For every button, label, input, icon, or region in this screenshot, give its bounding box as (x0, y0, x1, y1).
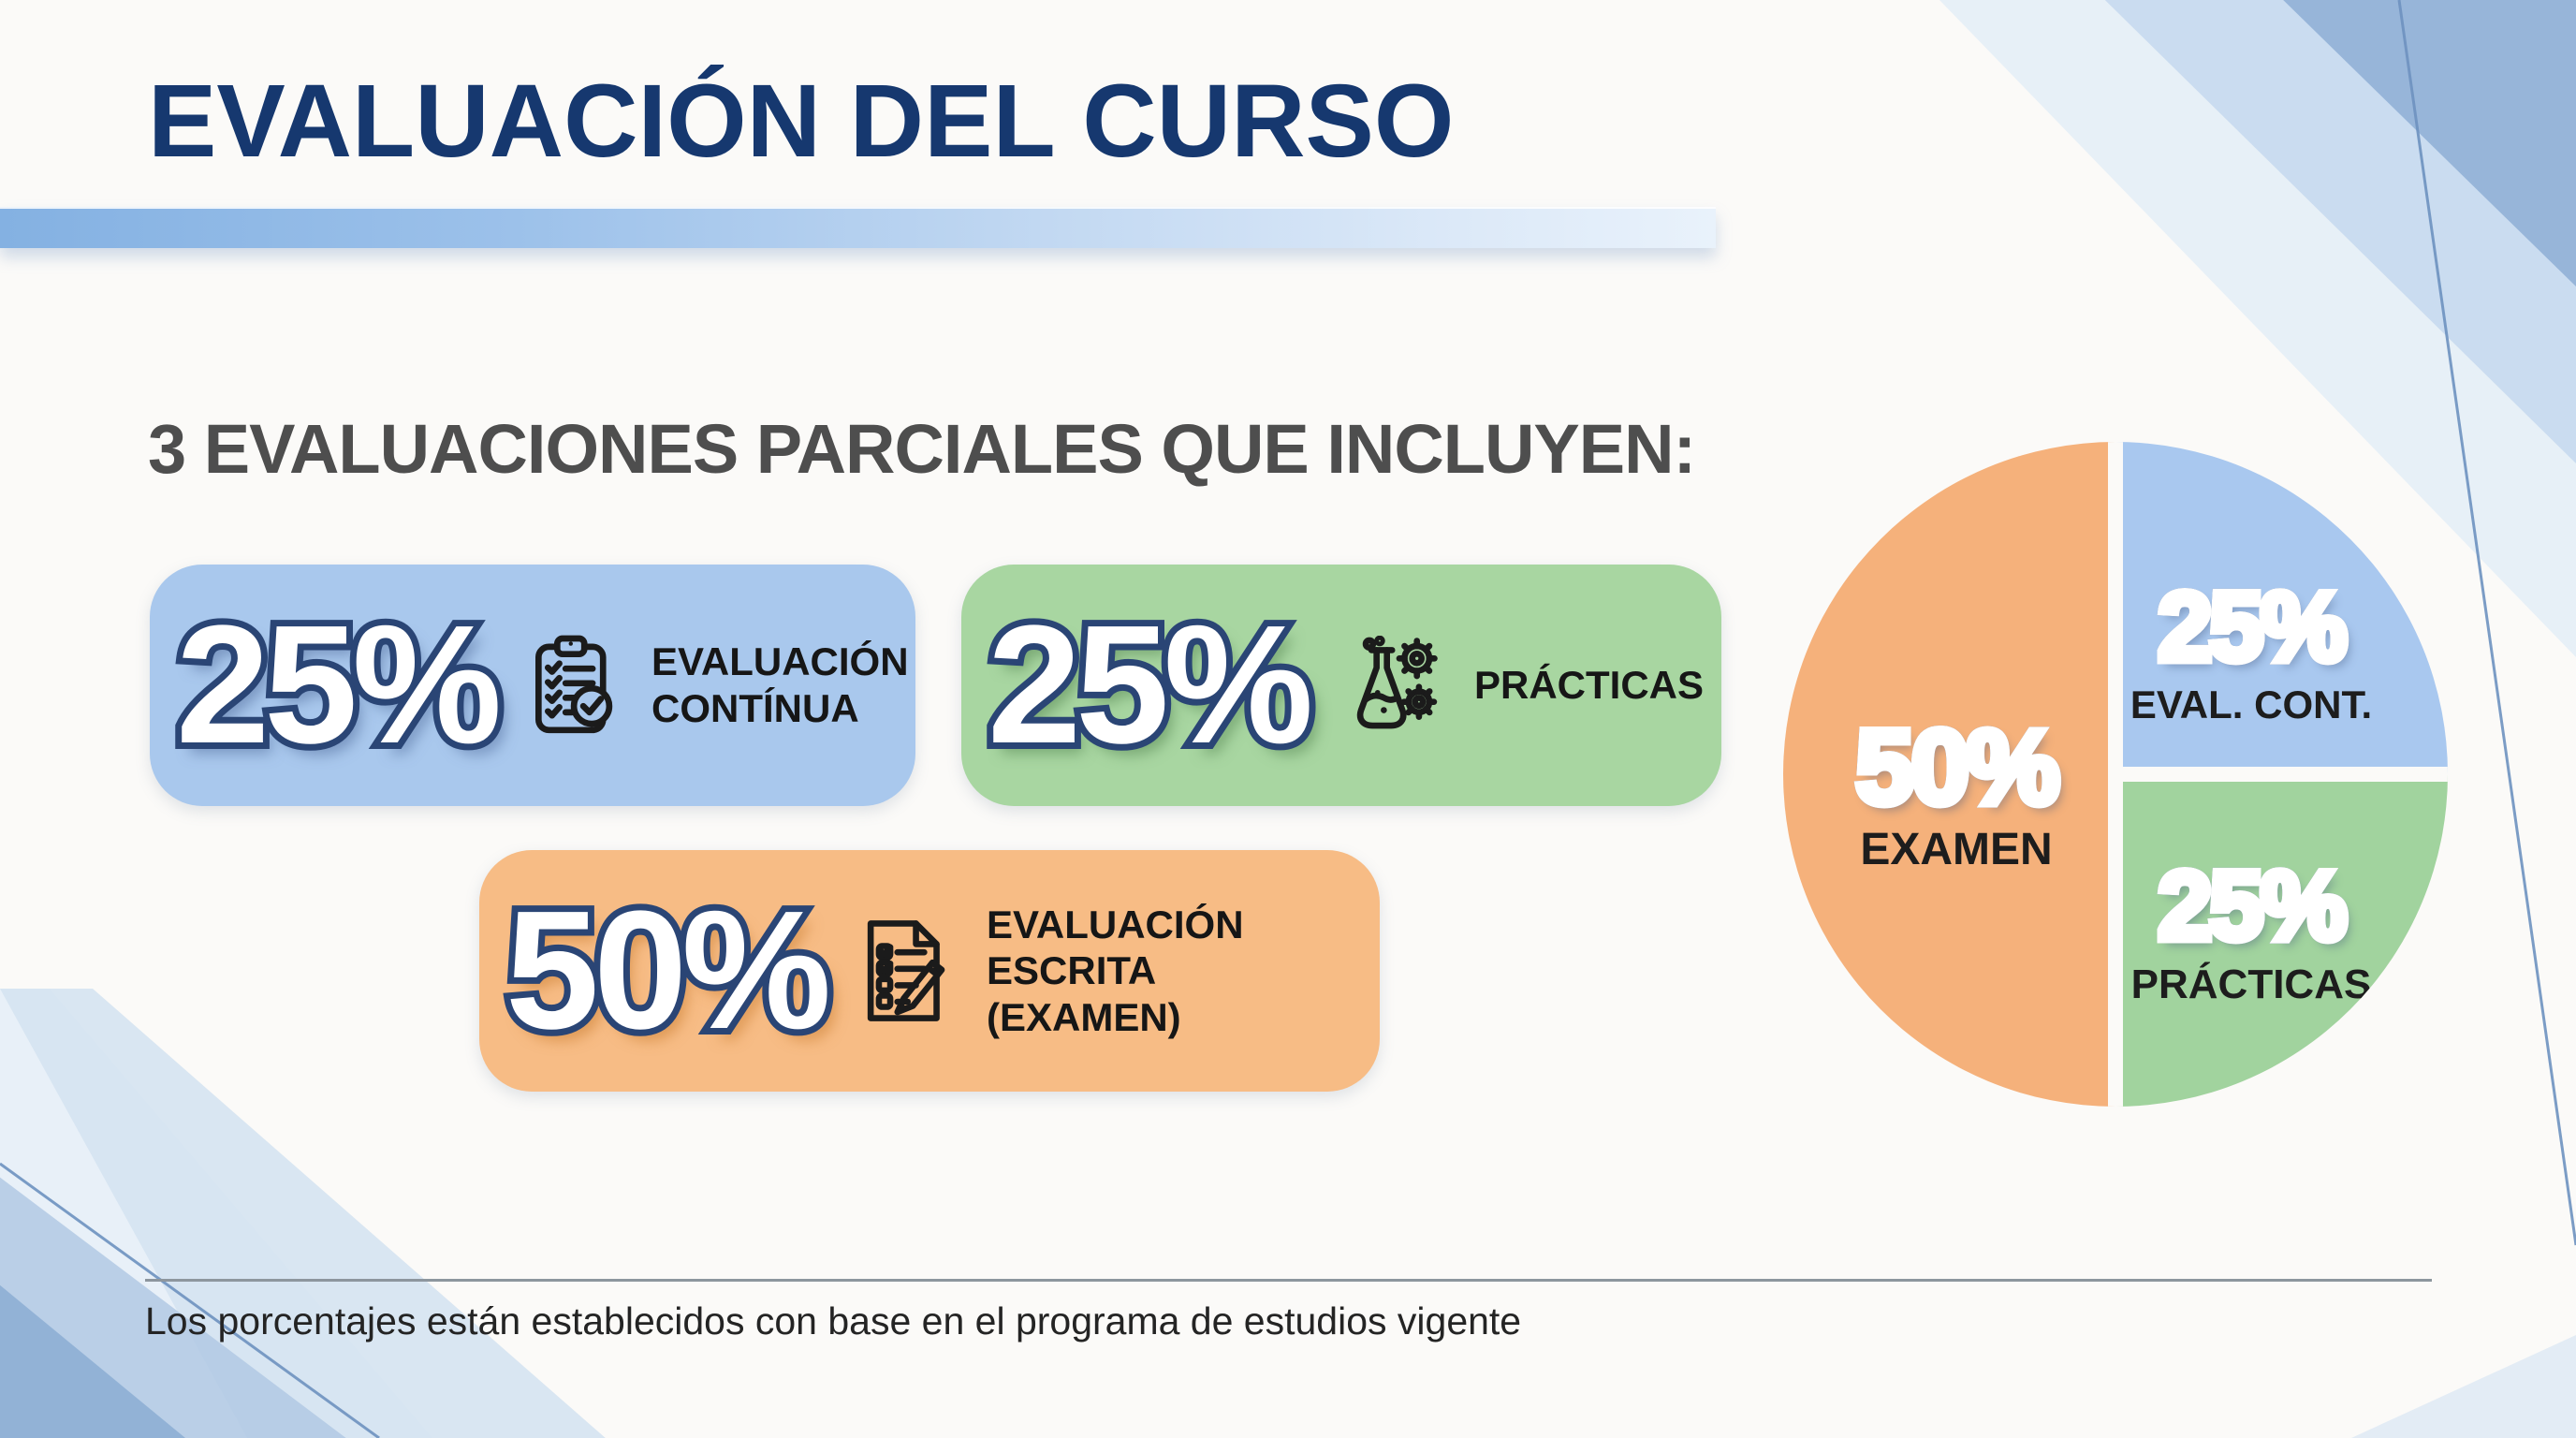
percent-value: 25% 25% (169, 591, 508, 779)
card-evaluacion-continua: 25% 25% EVALUACIÓN CONTÍNUA (150, 565, 915, 806)
pie-slice-name: EVAL. CONT. (2130, 682, 2373, 726)
pie-percent: 25% 25% (2154, 573, 2351, 682)
pie-percent: 50% 50% (1852, 709, 2064, 826)
card-label: EVALUACIÓN ESCRITA (EXAMEN) (987, 902, 1244, 1039)
footnote-divider (145, 1279, 2432, 1282)
percent-value: 50% 50% (499, 876, 838, 1064)
section-heading: 3 EVALUACIONES PARCIALES QUE INCLUYEN: (148, 410, 1696, 488)
corner-decoration-bottom-right (2351, 1335, 2576, 1438)
pie-percent: 25% 25% (2154, 852, 2351, 961)
card-label: EVALUACIÓN CONTÍNUA (651, 639, 909, 730)
pie-slice-practicas (2115, 774, 2448, 1107)
pie-label-eval-cont: 25% 25% EVAL. CONT. (2097, 573, 2406, 726)
pie-label-examen: 50% 50% EXAMEN (1802, 709, 2111, 874)
pie-slice-examen (1783, 442, 2115, 1107)
pie-slice-eval-cont (2115, 442, 2448, 774)
footnote: Los porcentajes están establecidos con b… (145, 1299, 1522, 1343)
pie-slice-name: PRÁCTICAS (2130, 961, 2372, 1007)
pie-divider-horizontal (2115, 767, 2448, 782)
pie-label-practicas: 25% 25% PRÁCTICAS (2097, 852, 2406, 1007)
card-practicas: 25% 25% (961, 565, 1721, 806)
page-title: EVALUACIÓN DEL CURSO (148, 64, 1455, 179)
flask-gears-icon (1356, 636, 1438, 729)
exam-pencil-icon (867, 920, 945, 1021)
pie-chart: 50% 50% EXAMEN 25% 25% EVAL. CONT. 25% 2… (1783, 442, 2448, 1107)
pie-slice-name: EXAMEN (1860, 825, 2053, 874)
title-underline-bar (0, 207, 1716, 248)
card-evaluacion-escrita: 50% 50% EVALUACIÓN ESCRITA (EXAMEN) (479, 850, 1380, 1092)
card-label: PRÁCTICAS (1474, 663, 1705, 708)
clipboard-check-icon (535, 635, 613, 734)
percent-value: 25% 25% (981, 591, 1320, 779)
